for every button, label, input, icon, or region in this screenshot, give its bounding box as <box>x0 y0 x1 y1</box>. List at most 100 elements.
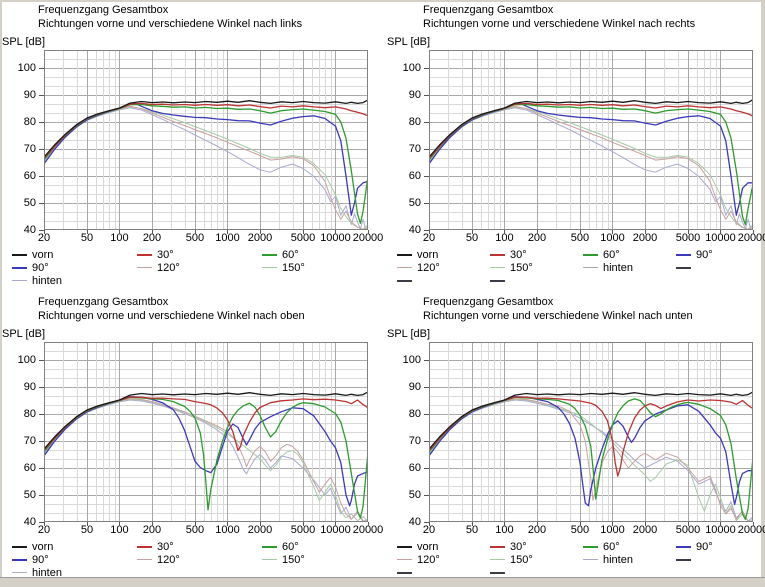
y-tick-mark <box>424 176 429 177</box>
legend-line-icon <box>137 546 152 548</box>
legend-line-icon <box>676 546 691 548</box>
plot-area: 100 90 80 70 60 50 40 20 50 100 200 500 1000 2000 5000… <box>385 292 765 584</box>
y-tick-mark <box>39 68 44 69</box>
y-tick-mark <box>424 495 429 496</box>
x-tick-label: 2000 <box>632 232 658 244</box>
legend-label: 120° <box>157 262 180 274</box>
x-tick-label: 50 <box>80 524 94 536</box>
y-tick-label: 100 <box>402 62 421 74</box>
y-tick-label: 80 <box>23 408 36 420</box>
window-frame-right <box>761 0 765 586</box>
legend-line-icon <box>490 572 505 574</box>
x-tick-label: 20 <box>422 232 436 244</box>
x-tick-label: 500 <box>570 232 590 244</box>
chart-panel-bottom-right: Frequenzgang Gesamtbox Richtungen vorne … <box>385 292 765 584</box>
curve-vorn <box>44 99 368 158</box>
plot-svg <box>429 342 753 522</box>
legend-line-icon <box>137 267 152 268</box>
legend-line-icon <box>490 254 505 256</box>
x-tick-mark <box>368 230 369 234</box>
legend-label: 120° <box>417 262 440 274</box>
x-tick-label: 50 <box>465 524 479 536</box>
x-tick-label: 20 <box>37 232 51 244</box>
x-tick-label: 1000 <box>600 232 625 244</box>
legend-label: vorn <box>417 249 439 261</box>
plot-area: 100 90 80 70 60 50 40 20 50 100 200 500 1000 2000 5000… <box>385 0 765 292</box>
x-tick-mark <box>688 230 689 234</box>
legend-label: vorn <box>32 541 54 553</box>
x-tick-label: 20000 <box>352 524 384 536</box>
legend-line-icon <box>490 280 505 282</box>
x-tick-mark <box>260 522 261 526</box>
curve-hinten <box>44 399 368 522</box>
legend-label: 150° <box>510 262 533 274</box>
x-tick-mark <box>260 230 261 234</box>
x-tick-mark <box>645 522 646 526</box>
legend-line-icon <box>583 546 598 548</box>
x-tick-label: 200 <box>142 524 162 536</box>
y-tick-mark <box>424 468 429 469</box>
x-tick-label: 5000 <box>675 524 701 536</box>
x-tick-label: 2000 <box>632 524 658 536</box>
y-tick-mark <box>39 149 44 150</box>
x-tick-label: 5000 <box>675 232 701 244</box>
y-tick-label: 40 <box>408 516 421 528</box>
y-tick-mark <box>39 468 44 469</box>
y-tick-label: 60 <box>23 462 36 474</box>
legend-line-icon <box>12 559 27 561</box>
y-tick-mark <box>424 360 429 361</box>
legend-label: hinten <box>32 275 62 287</box>
plot-svg <box>429 50 753 230</box>
legend-label: 150° <box>282 554 305 566</box>
chart-title: Frequenzgang Gesamtbox <box>423 4 554 16</box>
y-tick-label: 90 <box>23 89 36 101</box>
y-tick-mark <box>39 203 44 204</box>
y-tick-label: 90 <box>408 381 421 393</box>
x-tick-label: 20 <box>37 524 51 536</box>
chart-panel-top-left: Frequenzgang Gesamtbox Richtungen vorne … <box>0 0 385 292</box>
y-tick-mark <box>424 230 429 231</box>
x-tick-label: 200 <box>527 524 547 536</box>
x-tick-mark <box>720 522 721 526</box>
y-tick-label: 60 <box>408 462 421 474</box>
plot-area: 100 90 80 70 60 50 40 20 50 100 200 500 1000 2000 5000… <box>0 292 385 584</box>
x-tick-mark <box>580 522 581 526</box>
x-tick-label: 1000 <box>215 524 240 536</box>
chart-subtitle: Richtungen vorne und verschiedene Winkel… <box>38 18 303 30</box>
y-axis-label: SPL [dB] <box>387 36 431 48</box>
x-tick-label: 200 <box>142 232 162 244</box>
window-frame-top <box>0 0 765 2</box>
x-tick-mark <box>195 522 196 526</box>
y-tick-mark <box>39 414 44 415</box>
x-tick-label: 2000 <box>247 524 273 536</box>
window-frame-left <box>0 0 2 586</box>
y-tick-label: 60 <box>408 170 421 182</box>
x-tick-mark <box>152 230 153 234</box>
y-tick-mark <box>39 122 44 123</box>
legend-label: 90° <box>696 541 713 553</box>
y-tick-label: 50 <box>408 489 421 501</box>
y-tick-mark <box>39 176 44 177</box>
x-tick-label: 20 <box>422 524 436 536</box>
chart-subtitle: Richtungen vorne und verschiedene Winkel… <box>423 310 693 322</box>
x-tick-mark <box>87 230 88 234</box>
plot-border <box>429 342 753 522</box>
y-tick-label: 70 <box>23 435 36 447</box>
curve-vorn <box>429 391 753 450</box>
x-tick-mark <box>87 522 88 526</box>
y-tick-label: 40 <box>23 516 36 528</box>
y-tick-label: 70 <box>23 143 36 155</box>
curve-vorn <box>44 391 368 450</box>
x-tick-label: 500 <box>185 232 205 244</box>
y-tick-label: 80 <box>23 116 36 128</box>
plot-svg <box>44 342 368 522</box>
legend-label: hinten <box>603 262 633 274</box>
y-tick-label: 70 <box>408 143 421 155</box>
x-tick-mark <box>303 230 304 234</box>
x-tick-label: 500 <box>570 524 590 536</box>
x-tick-mark <box>429 230 430 234</box>
y-tick-label: 40 <box>408 224 421 236</box>
legend-label: 30° <box>510 249 527 261</box>
x-tick-mark <box>368 522 369 526</box>
legend-line-icon <box>12 546 27 548</box>
